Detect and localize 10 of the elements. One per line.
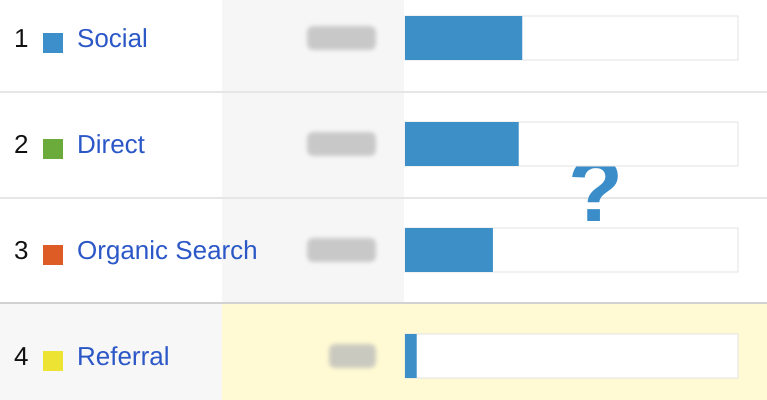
text: 3 (14, 235, 28, 265)
text: 1 (14, 23, 28, 53)
y-tick-label: Social (77, 23, 148, 53)
y-tick-label: Direct (77, 129, 146, 159)
y-tick-label: Referral (77, 341, 170, 371)
bar (405, 334, 417, 378)
text: 4 (14, 341, 28, 371)
text: 2 (14, 129, 28, 159)
y-tick-label: Organic Search (77, 235, 258, 265)
bar (405, 228, 493, 272)
